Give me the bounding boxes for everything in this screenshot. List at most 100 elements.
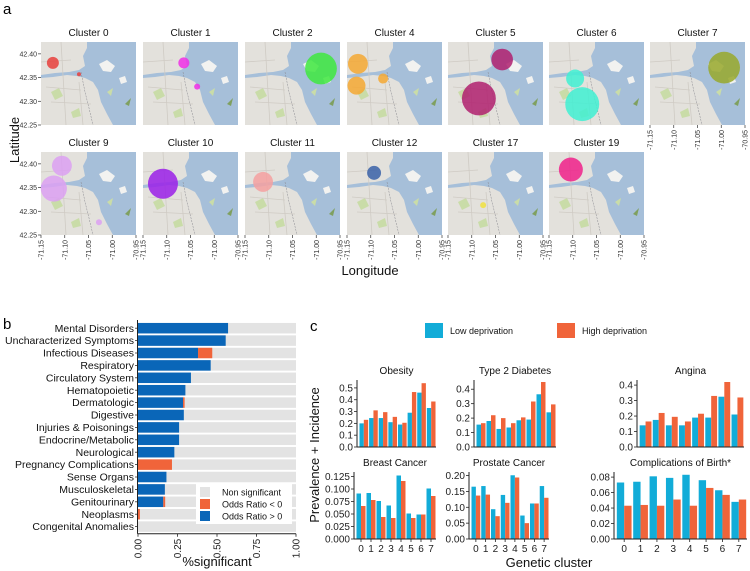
legend-swatch	[200, 499, 210, 509]
x-tick-label: 5	[703, 544, 709, 555]
lon-tick-label: -71.00	[618, 240, 625, 260]
x-tick-label: 7	[736, 544, 742, 555]
bar-odds-ratio-positive	[138, 422, 180, 433]
bar-odds-ratio-positive	[138, 446, 175, 458]
bar-low-deprivation	[652, 419, 659, 447]
lon-tick-label: -70.95	[642, 240, 649, 260]
bar-facet: Type 2 Diabetes 0.0 0.1 0.2 0.3 0.4	[456, 366, 556, 454]
lat-tick-label: 42.25	[19, 233, 37, 240]
bar-low-deprivation	[516, 420, 521, 447]
bar-non-significant	[138, 471, 296, 483]
bar-high-deprivation	[722, 494, 730, 539]
bar-low-deprivation	[616, 482, 625, 539]
bar-non-significant	[138, 459, 296, 470]
bar-high-deprivation	[402, 422, 407, 447]
facet-title: Cluster 19	[574, 138, 620, 149]
bar-high-deprivation	[656, 505, 665, 539]
y-tick-label: 0.0	[619, 443, 633, 454]
cluster-bubble	[565, 87, 600, 122]
bar-odds-ratio-positive	[138, 397, 184, 408]
bar-high-deprivation	[737, 397, 744, 447]
legend: Non significant Odds Ratio < 0 Odds Ratio …	[196, 484, 292, 524]
bar-high-deprivation	[361, 506, 366, 539]
map-facet: Cluster 5	[448, 28, 543, 125]
y-tick-label: 0.00	[591, 535, 611, 546]
category-label: Sense Organs	[67, 472, 134, 484]
y-tick-label: 0.100	[325, 485, 350, 496]
x-axis-label: Longitude	[341, 263, 398, 278]
bar-row: Dermatologic	[72, 397, 296, 409]
bar-high-deprivation	[421, 383, 426, 447]
bar-low-deprivation	[526, 419, 531, 447]
x-tick-label: 0.75	[252, 538, 263, 558]
lon-tick-label: -71.00	[416, 240, 423, 260]
category-label: Injuries & Poisonings	[36, 422, 134, 434]
bar-odds-ratio-positive	[138, 360, 211, 371]
x-axis-label: %significant	[182, 554, 252, 569]
bar-odds-ratio-negative	[138, 508, 140, 520]
x-tick-label: 2	[493, 544, 499, 555]
map-facet: Cluster 7 -71.15 -71.10 -71.05 -71.00 -70.95	[648, 28, 750, 150]
bar-low-deprivation	[546, 412, 551, 447]
y-tick-label: 0.4	[339, 395, 353, 406]
lon-tick-label: -71.15	[243, 240, 250, 260]
bar-non-significant	[138, 521, 296, 532]
y-tick-label: 0.5	[339, 383, 353, 394]
cluster-bubble	[194, 83, 201, 90]
bar-facet: Prostate Cancer 0 1 2 3 4 5 6 7 0.00 0.05 0.10 0.15 0…	[446, 458, 549, 555]
bar-row: Neurological	[76, 447, 296, 459]
x-tick-label: 5	[408, 544, 414, 555]
bar-high-deprivation	[673, 499, 681, 539]
facet-title: Cluster 0	[68, 28, 108, 39]
bar-high-deprivation	[544, 497, 549, 539]
x-tick-label: 3	[388, 544, 394, 555]
bar-non-significant	[138, 347, 296, 359]
y-tick-label: 0.3	[456, 399, 470, 410]
y-axis-label: Latitude	[7, 117, 22, 163]
lon-tick-label: -71.10	[62, 240, 69, 260]
cluster-bubble	[76, 72, 82, 77]
lon-tick-label: -71.15	[141, 240, 148, 260]
category-label: Dermatologic	[72, 397, 134, 409]
x-tick-label: 0	[358, 544, 364, 555]
x-tick-label: 3	[502, 544, 508, 555]
bar-low-deprivation	[471, 486, 476, 539]
facet-title: Cluster 10	[168, 138, 214, 149]
bar-non-significant	[138, 409, 296, 421]
cluster-bubble	[253, 171, 273, 192]
y-tick-label: 0.2	[456, 414, 470, 425]
cluster-bubble	[708, 51, 740, 84]
legend-swatch	[425, 323, 443, 338]
cluster-bubble	[566, 69, 585, 88]
y-tick-label: 0.06	[591, 488, 611, 499]
y-tick-label: 0.3	[339, 407, 353, 418]
bar-odds-ratio-positive	[138, 335, 226, 346]
map-facet: Cluster 17 -71.15 -71.10 -71.05 -71.00 -70.95	[446, 138, 548, 260]
map-facet: Cluster 6	[549, 28, 644, 125]
x-tick-label: 1	[483, 544, 489, 555]
bar-low-deprivation	[529, 503, 535, 539]
bar-low-deprivation	[506, 427, 511, 447]
facet-title: Cluster 2	[272, 28, 312, 39]
lon-tick-label: -71.05	[188, 240, 195, 260]
basemap-image	[448, 152, 543, 235]
bar-high-deprivation	[421, 514, 426, 539]
bar-high-deprivation	[689, 505, 698, 539]
lon-tick-label: -71.15	[648, 130, 655, 150]
y-tick-label: 0.00	[446, 535, 466, 546]
lon-tick-label: -71.10	[266, 240, 273, 260]
bar-low-deprivation	[388, 422, 393, 447]
bar-odds-ratio-positive	[138, 347, 199, 359]
bar-non-significant	[138, 446, 296, 458]
y-tick-label: 0.4	[456, 385, 470, 396]
bar-row: Infectious Diseases	[43, 348, 296, 360]
facet-title: Obesity	[380, 366, 414, 377]
y-tick-label: 0.2	[619, 412, 633, 423]
bar-row: Digestive	[91, 410, 296, 422]
lat-tick-label: 42.40	[19, 51, 37, 58]
bar-row: Hematopoietic	[67, 385, 296, 397]
y-tick-label: 0.000	[325, 535, 350, 546]
bar-low-deprivation	[356, 493, 361, 539]
bar-row: Pregnancy Complications	[15, 459, 296, 471]
